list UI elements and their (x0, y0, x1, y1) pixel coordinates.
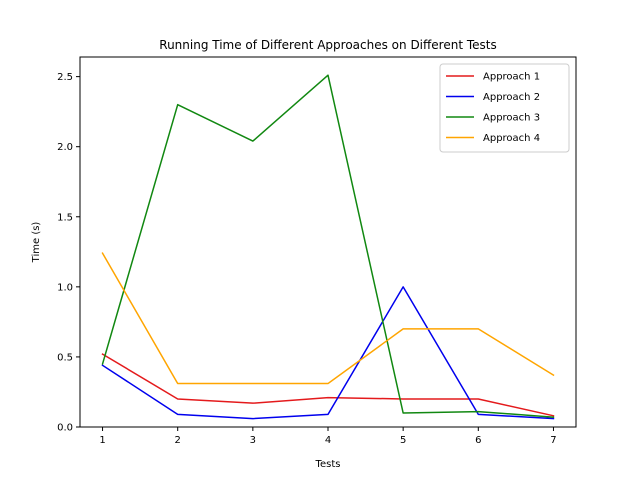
chart-title: Running Time of Different Approaches on … (159, 38, 496, 52)
x-tick-label: 1 (99, 435, 105, 446)
y-tick-label: 1.0 (57, 282, 73, 293)
legend-label: Approach 1 (483, 72, 540, 83)
x-tick-label: 2 (175, 435, 181, 446)
series-lines (101, 74, 555, 420)
y-tick-label: 2.5 (57, 72, 73, 83)
series-line-approach-3 (101, 74, 555, 418)
y-tick-label: 0.0 (57, 423, 73, 434)
x-tick-label: 7 (550, 435, 556, 446)
x-axis-title: Tests (315, 459, 341, 470)
series-line-approach-2 (101, 286, 555, 420)
x-tick-label: 5 (400, 435, 406, 446)
x-axis: 1 2 3 4 5 6 7 (99, 427, 557, 446)
legend-box (439, 63, 570, 153)
legend-label: Approach 2 (483, 92, 540, 103)
series-line-approach-1 (101, 353, 555, 417)
x-tick-label: 6 (475, 435, 481, 446)
legend-label: Approach 4 (483, 133, 540, 144)
x-tick-label: 4 (325, 435, 331, 446)
y-tick-label: 2.0 (57, 142, 73, 153)
legend: Approach 1 Approach 2 Approach 3 Approach 4 (439, 63, 570, 153)
y-tick-label: 1.5 (57, 212, 73, 223)
y-axis: 0.0 0.5 1.0 1.5 2.0 2.5 (57, 72, 80, 434)
x-tick-label: 3 (250, 435, 256, 446)
y-tick-label: 0.5 (57, 352, 73, 363)
legend-label: Approach 3 (483, 113, 540, 124)
y-axis-title: Time (s) (31, 222, 42, 264)
series-line-approach-4 (101, 252, 555, 385)
